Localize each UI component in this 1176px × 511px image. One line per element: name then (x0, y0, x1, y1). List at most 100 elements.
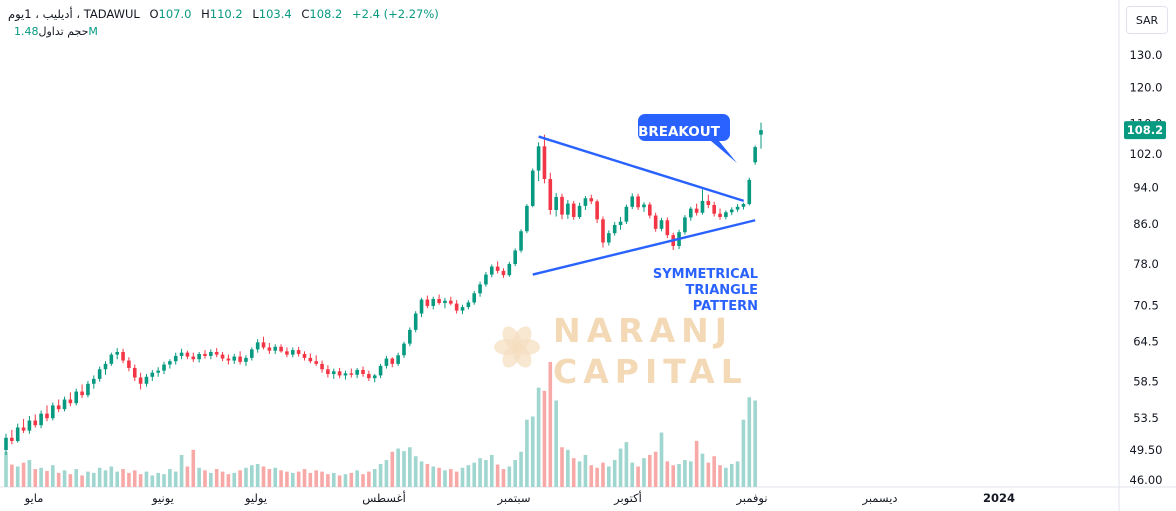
candle-body (138, 377, 143, 384)
volume-bar (168, 469, 172, 487)
volume-bar (220, 471, 225, 487)
currency-button[interactable]: SAR (1126, 6, 1168, 34)
volume-bar (279, 470, 283, 487)
candle-body (665, 220, 670, 236)
time-tick-label: سبتمبر (496, 491, 530, 506)
volume-bar (741, 419, 746, 487)
candle-body (454, 303, 459, 311)
volume-bar (437, 467, 441, 487)
open-value: 107.0 (158, 7, 192, 21)
candle-body (501, 270, 506, 276)
candle-body (56, 405, 61, 410)
volume-bar (671, 465, 676, 487)
candle-body (27, 420, 32, 431)
candle-body (536, 146, 541, 171)
triangle-upper-trendline (538, 135, 745, 203)
volume-bar (431, 466, 436, 487)
volume-bar (729, 463, 734, 487)
volume-bar (144, 471, 149, 487)
volume-bar (132, 470, 137, 487)
high-label: H (201, 7, 210, 21)
volume-bar (10, 464, 14, 487)
volume-bar (39, 467, 43, 487)
volume-bar (355, 470, 359, 487)
candle-body (97, 369, 102, 379)
volume-bar (33, 469, 38, 487)
candle-body (694, 208, 699, 213)
candle-body (624, 206, 629, 222)
candle-body (343, 373, 348, 376)
candle-body (185, 352, 190, 357)
candle-body (91, 378, 96, 384)
candle-body (653, 215, 658, 229)
high-value: 110.2 (209, 7, 243, 21)
volume-bar (226, 474, 231, 487)
volume-bar (525, 419, 529, 487)
candle-body (261, 342, 266, 348)
volume-bar (372, 469, 377, 487)
breakout-label: BREAKOUT (638, 124, 721, 140)
candle-body (729, 209, 734, 213)
candle-body (308, 357, 313, 362)
candle-body (408, 329, 412, 344)
candle-body (472, 293, 477, 303)
price-tick-label: 70.5 (1133, 298, 1159, 312)
candle-body (612, 224, 617, 234)
candle-body (489, 266, 494, 275)
candle-body (232, 356, 237, 361)
low-label: L (252, 7, 259, 21)
volume-bar (267, 469, 272, 487)
candle-body (683, 217, 687, 233)
volume-bar (419, 461, 424, 487)
volume-bar (185, 466, 190, 487)
candle-body (267, 347, 272, 351)
volume-bar (700, 453, 705, 487)
candle-body (700, 200, 705, 213)
candle-body (337, 371, 342, 376)
volume-bar (156, 472, 160, 487)
price-tick-label: 64.5 (1133, 335, 1159, 349)
candle-body (45, 413, 49, 419)
time-tick-label: يونيو (151, 491, 174, 506)
price-tick-label: 102.0 (1130, 147, 1163, 161)
candle-body (173, 355, 178, 362)
close-label: C (301, 7, 310, 21)
candle-body (214, 351, 219, 355)
price-tick-label: 58.5 (1133, 375, 1159, 389)
time-tick-label: أغسطس (362, 490, 406, 506)
candle-body (525, 205, 529, 232)
volume-bar (285, 471, 289, 487)
volume-bar (367, 471, 371, 487)
volume-bar (647, 454, 652, 487)
candle-body (425, 299, 430, 306)
volume-bar (80, 475, 84, 487)
candle-body (548, 179, 553, 211)
candle-body (437, 298, 441, 304)
volume-bar (460, 467, 465, 487)
candle-body (378, 365, 383, 376)
candle-body (402, 343, 406, 356)
volume-bar (542, 390, 547, 487)
volume-bar (121, 469, 125, 487)
candle-body (495, 266, 500, 271)
time-tick-label: نوفمبر (735, 491, 767, 506)
candle-body (396, 355, 400, 364)
candle-body (583, 198, 588, 206)
candle-body (68, 399, 73, 404)
candle-body (566, 203, 570, 215)
candle-body (601, 219, 605, 243)
pattern-label-line2: TRIANGLE (686, 283, 759, 298)
volume-label: حجم تداول (38, 25, 89, 38)
volume-bar (127, 472, 131, 487)
candle-body (647, 204, 652, 216)
candle-body (431, 298, 436, 306)
volume-bar (255, 463, 260, 487)
price-tick-label: 53.5 (1133, 411, 1159, 425)
volume-bar (27, 460, 32, 487)
time-tick-label: ديسمبر (861, 491, 897, 506)
candle-body (735, 206, 740, 210)
price-tick-label: 130.0 (1130, 48, 1163, 62)
last-price-tag: 108.2 (1127, 123, 1163, 137)
